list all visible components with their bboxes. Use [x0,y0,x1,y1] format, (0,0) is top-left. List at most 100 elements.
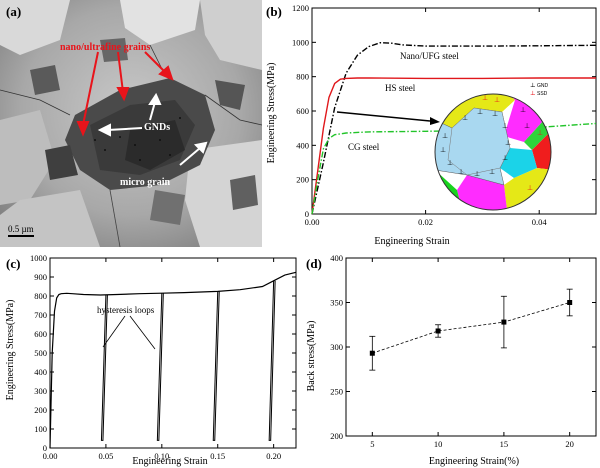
panel-a-micrograph: (a) nano/ultrafine grains GNDs micro gra… [0,0,262,247]
hysteresis-loop [156,293,164,441]
panel-b-label: (b) [266,4,282,19]
micro-grain-annotation: micro grain [120,177,171,188]
panel-c-label: (c) [6,256,20,271]
svg-text:⊥: ⊥ [537,129,543,137]
chart-c-ytick-label: 1000 [30,253,47,263]
chart-d-ytick-label: 400 [330,253,343,263]
chart-d-ytick-label: 200 [330,431,343,441]
chart-b-xlabel: Engineering Strain [374,236,449,247]
chart-d-ytick-label: 250 [330,387,343,397]
chart-b-xtick-label: 0.04 [532,217,548,227]
chart-c-ytick-label: 100 [34,424,47,434]
chart-d-frame [345,257,597,437]
chart-c-ytick-label: 500 [34,348,47,358]
chart-d-xtick-label: 5 [370,439,374,449]
svg-text:⊥: ⊥ [520,106,526,114]
scale-bar-label: 0.5 µm [8,224,34,234]
chart-b-ytick-label: 600 [296,106,309,116]
svg-text:⊥: ⊥ [482,94,488,102]
chart-c-ytick-label: 300 [34,386,47,396]
panel-a-label: (a) [6,4,21,19]
svg-text:⊥: ⊥ [492,110,498,118]
svg-text:⊥: ⊥ [489,168,495,176]
hysteresis-loop [268,280,276,441]
hysteresis-loop [212,291,220,441]
chart-b-ytick-label: 0 [305,209,309,219]
label-nano-ufg: Nano/UFG steel [400,51,459,61]
chart-c-ytick-label: 0 [43,443,47,453]
chart-c-ytick-label: 600 [34,329,47,339]
chart-c-ytick-label: 700 [34,310,47,320]
inset-arrow [336,111,440,125]
svg-text:⊥: ⊥ [477,108,483,116]
svg-text:⊥: ⊥ [447,159,453,167]
chart-b-ytick-label: 1000 [292,37,309,47]
chart-c-ytick-label: 900 [34,272,47,282]
svg-text:⊥: ⊥ [440,146,446,154]
series-hs-steel-line [311,77,596,215]
chart-b-ytick-label: 800 [296,72,309,82]
chart-c-xlabel: Engineering Strain [132,456,207,467]
chart-b-ytick-label: 400 [296,140,309,150]
nano-grains-annotation: nano/ultrafine grains [60,42,150,53]
chart-c-ylabel: Engineering Stress(MPa) [5,300,16,401]
inset-legend-ssd-symbol: ⊥ [530,90,536,97]
cyclic-envelope-line [49,271,297,449]
chart-c-xtick-label: 0.10 [154,451,169,461]
backstress-point [501,319,507,325]
svg-text:⊥: ⊥ [494,96,500,104]
chart-b-svg: (b) 0.00 0.02 0.04 0 200 400 600 800 1000 1200 En… [266,3,597,247]
hysteresis-pointers [102,315,156,350]
chart-c-ytick-label: 400 [34,367,47,377]
chart-d-svg: (d) 5 10 15 20 200 250 300 350 400 Engineering S… [306,253,597,467]
chart-b-ytick-label: 200 [296,175,309,185]
chart-b-xtick-label: 0.00 [305,217,320,227]
chart-d-xtick-label: 10 [434,439,443,449]
chart-d-ytick-label: 350 [330,298,343,308]
chart-d-ylabel: Back stress(MPa) [306,321,317,392]
svg-text:⊥: ⊥ [458,168,464,176]
series-nano-ufg-steel-line [311,41,597,215]
chart-c-xtick-label: 0.20 [266,451,281,461]
chart-b-ylabel: Engineering Stress(MPa) [266,63,277,164]
gnds-annotation: GNDs [144,122,170,133]
grain-structure-inset: ⊥⊥⊥ ⊥ ⊥ ⊥ ⊥⊥⊥ ⊥⊥⊥ ⊥⊥ ⊥ ⊥ ⊥⊥ GND SSD ⊥ ⊥ [434,82,552,211]
svg-text:⊥: ⊥ [505,139,511,147]
hysteresis-annotation: hysteresis loops [97,305,155,315]
chart-b-ytick-label: 1200 [292,3,309,13]
svg-text:⊥: ⊥ [442,132,448,140]
chart-d-ytick-label: 300 [330,342,343,352]
svg-text:⊥: ⊥ [474,170,480,178]
backstress-point [567,300,573,305]
panel-d-backstress-chart: (d) 5 10 15 20 200 250 300 350 400 Engineering S… [300,250,600,468]
chart-c-ytick-label: 800 [34,291,47,301]
backstress-point [369,350,375,356]
chart-b-xtick-label: 0.02 [418,217,433,227]
label-cg: CG steel [348,142,380,152]
inset-legend-ssd: SSD [537,91,548,97]
svg-text:⊥: ⊥ [502,154,508,162]
series-cg-steel-line [311,122,597,215]
panel-d-label: (d) [306,256,322,271]
backstress-trend-line [372,302,570,354]
hysteresis-loop [100,294,108,441]
chart-d-xtick-label: 15 [500,439,509,449]
chart-d-xlabel: Engineering Strain(%) [429,456,519,467]
micrograph-image: (a) nano/ultrafine grains GNDs micro gra… [0,0,262,247]
label-hs: HS steel [385,83,416,93]
svg-text:⊥: ⊥ [524,122,530,130]
chart-c-ytick-label: 200 [34,405,47,415]
inset-legend-gnd-symbol: ⊥ [530,82,536,89]
panel-b-tensile-chart: (b) 0.00 0.02 0.04 0 200 400 600 800 1000 1200 En… [262,0,600,250]
chart-c-xtick-label: 0.00 [43,451,58,461]
svg-text:⊥: ⊥ [502,122,508,130]
chart-c-xtick-label: 0.05 [98,451,113,461]
svg-text:⊥: ⊥ [462,114,468,122]
panel-c-cyclic-chart: (c) 0.00 0.05 0.10 0.15 0.20 0 100 200 300 400 500… [0,250,300,468]
backstress-point [435,328,441,334]
inset-legend-gnd: GND [537,83,549,89]
chart-c-svg: (c) 0.00 0.05 0.10 0.15 0.20 0 100 200 300 400 500… [5,253,297,467]
chart-c-xtick-label: 0.15 [210,451,225,461]
svg-text:⊥: ⊥ [527,184,533,192]
chart-d-xtick-label: 20 [565,439,574,449]
